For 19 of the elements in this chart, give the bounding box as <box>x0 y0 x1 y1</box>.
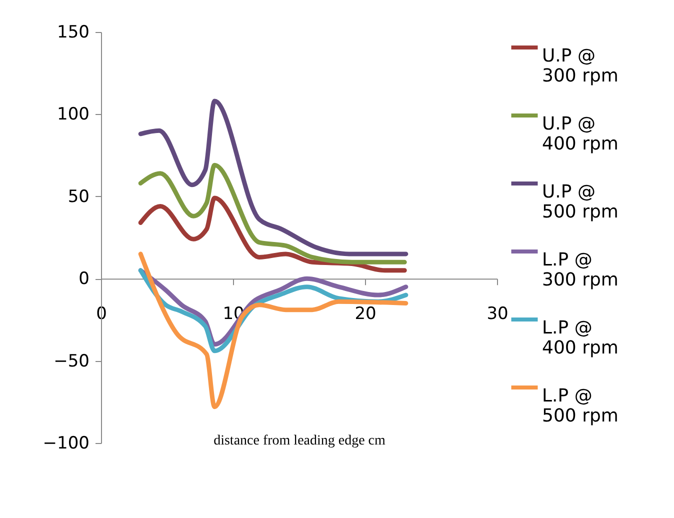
legend-label: L.P @ 500 rpm <box>542 386 618 426</box>
legend-label: U.P @ 500 rpm <box>542 182 618 222</box>
line-series <box>138 196 407 273</box>
line-series <box>138 162 407 264</box>
y-tick-label: 0 <box>78 269 90 290</box>
x-tick-label: 20 <box>354 304 376 324</box>
x-axis-title: distance from leading edge cm <box>214 434 386 448</box>
legend-label: U.P @ 400 rpm <box>542 114 618 154</box>
y-tick-label: 100 <box>57 104 90 125</box>
y-tick-label: 50 <box>68 186 90 207</box>
line-series <box>138 252 408 410</box>
y-tick-label: −100 <box>42 434 90 454</box>
x-tick-label: 30 <box>486 304 508 324</box>
y-tick-label: 150 <box>57 22 90 42</box>
legend-label: L.P @ 300 rpm <box>542 250 618 290</box>
legend-label: L.P @ 400 rpm <box>542 318 618 358</box>
line-series <box>138 98 408 256</box>
y-tick-label: −50 <box>54 351 90 372</box>
legend-label: U.P @ 300 rpm <box>542 46 618 86</box>
